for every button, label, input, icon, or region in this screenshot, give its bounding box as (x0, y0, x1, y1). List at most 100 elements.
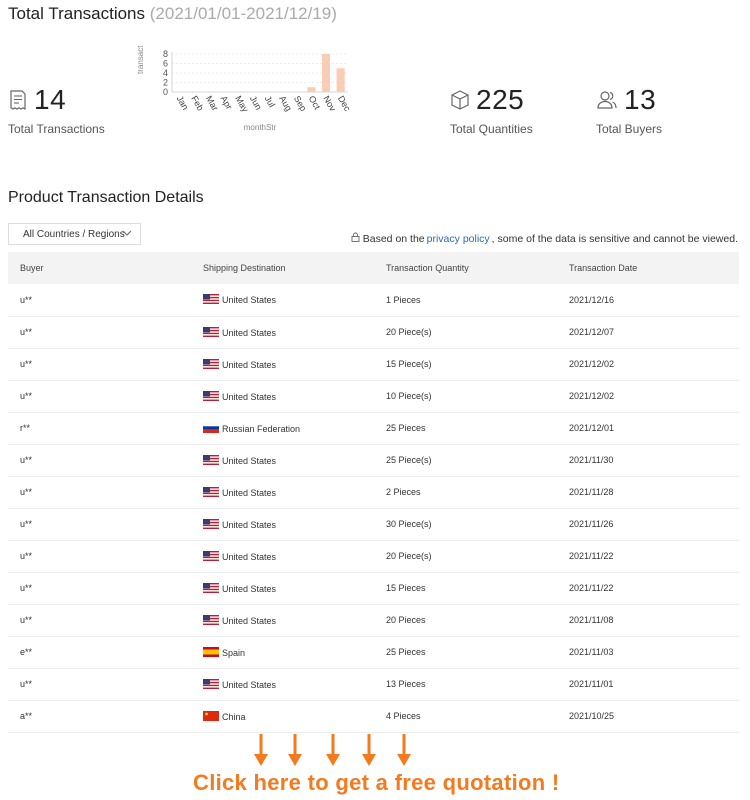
us-flag-icon (203, 582, 219, 593)
destination-text: United States (222, 391, 277, 402)
chart-y-axis-label: transact (136, 45, 145, 74)
date-cell: 2021/12/02 (569, 359, 615, 369)
date-cell: 2021/11/30 (569, 455, 614, 465)
date-cell: 2021/11/22 (569, 583, 614, 593)
box-icon (450, 89, 470, 111)
table-row: u** United States 2 Pieces 2021/11/28 (8, 476, 739, 508)
destination-text: United States (222, 551, 277, 562)
buyer-cell: u** (20, 391, 33, 401)
section-title: Product Transaction Details (8, 189, 204, 206)
chart-y-tick-label: 8 (163, 49, 168, 59)
chart-x-tick-label: May (233, 94, 250, 114)
buyer-cell: u** (20, 455, 33, 465)
destination-text: United States (222, 519, 277, 530)
buyer-cell: e** (20, 647, 33, 657)
chart-x-tick-label: Nov (321, 94, 338, 113)
table-row: e** Spain 25 Pieces 2021/11/03 (8, 636, 739, 668)
destination-text: United States (222, 359, 277, 370)
stat-label: Total Quantities (450, 122, 533, 136)
us-flag-icon (203, 294, 219, 305)
us-flag-icon (203, 614, 219, 625)
lock-icon (351, 232, 363, 245)
buyer-cell: a** (20, 711, 33, 721)
destination-text: United States (222, 455, 277, 466)
arrow-down-icon (254, 734, 268, 771)
quantity-cell: 25 Pieces (386, 647, 426, 657)
destination-cell: United States (191, 284, 374, 316)
quantity-cell: 1 Pieces (386, 294, 421, 305)
title-text: Total Transactions (8, 4, 146, 23)
destination-text: United States (222, 487, 277, 498)
stat-value: 13 (624, 84, 657, 115)
date-cell: 2021/11/22 (569, 551, 614, 561)
us-flag-icon (203, 550, 219, 561)
page-title: Total Transactions (2021/01/01-2021/12/1… (8, 4, 337, 24)
date-cell: 2021/10/25 (569, 711, 615, 721)
us-flag-icon (203, 518, 219, 529)
us-flag-icon (203, 326, 219, 337)
table-row: u** United States 20 Piece(s) 2021/11/22 (8, 540, 739, 572)
destination-cell: United States (191, 540, 374, 572)
buyer-cell: u** (20, 519, 33, 529)
table-row: u** United States 25 Piece(s) 2021/11/30 (8, 444, 739, 476)
quantity-cell: 20 Piece(s) (386, 327, 432, 337)
buyer-cell: r** (20, 423, 31, 433)
destination-text: United States (222, 583, 277, 594)
stat-total-buyers: 13 Total Buyers (596, 84, 662, 136)
destination-cell: United States (191, 348, 374, 380)
buyer-cell: u** (20, 487, 33, 497)
table-row: u** United States 15 Piece(s) 2021/12/02 (8, 348, 739, 380)
destination-text: Russian Federation (222, 423, 301, 434)
table-header-row: Buyer Shipping Destination Transaction Q… (8, 252, 739, 284)
users-icon (596, 89, 618, 111)
us-flag-icon (203, 358, 219, 369)
quantity-cell: 4 Pieces (386, 711, 421, 721)
chart-x-tick-label: Dec (336, 94, 352, 113)
arrow-down-icon (326, 734, 340, 771)
date-cell: 2021/11/08 (569, 615, 614, 625)
destination-cell: United States (191, 572, 374, 604)
buyer-cell: u** (20, 294, 33, 305)
notice-suffix: , some of the data is sensitive and cann… (491, 232, 738, 245)
buyer-cell: u** (20, 327, 33, 337)
stat-label: Total Buyers (596, 122, 663, 136)
quantity-cell: 30 Piece(s) (386, 519, 432, 529)
chart-y-tick-label: 6 (163, 59, 168, 69)
date-cell: 2021/11/03 (569, 647, 614, 657)
privacy-policy-link[interactable]: privacy policy (426, 232, 490, 245)
date-cell: 2021/11/26 (569, 519, 614, 529)
date-cell: 2021/11/01 (569, 679, 614, 689)
privacy-notice: Based on the privacy policy , some of th… (351, 232, 738, 245)
destination-cell: United States (191, 668, 374, 700)
notice-prefix: Based on the (362, 232, 425, 245)
chart-y-tick-label: 4 (163, 68, 168, 78)
date-range: (2021/01/01-2021/12/19) (149, 4, 337, 23)
chart-x-tick-label: Oct (307, 94, 323, 112)
table-row: u** United States 10 Piece(s) 2021/12/02 (8, 380, 739, 412)
chart-x-tick-label: Mar (204, 94, 220, 112)
buyer-cell: u** (20, 359, 33, 369)
column-header-buyer: Buyer (20, 263, 44, 273)
transactions-table: Buyer Shipping Destination Transaction Q… (8, 252, 739, 733)
arrow-down-icon (288, 734, 302, 771)
stat-value: 14 (34, 84, 67, 115)
table-row: a** China 4 Pieces 2021/10/25 (8, 700, 739, 732)
us-flag-icon (203, 390, 219, 401)
destination-cell: United States (191, 476, 374, 508)
column-header-date: Transaction Date (569, 263, 638, 273)
buyer-cell: u** (20, 615, 33, 625)
destination-cell: China (191, 700, 374, 732)
free-quotation-link[interactable]: Click here to get a free quotation ! (193, 770, 560, 795)
us-flag-icon (203, 454, 219, 465)
destination-cell: Spain (191, 636, 374, 668)
quantity-cell: 20 Pieces (386, 615, 426, 625)
stat-label: Total Transactions (8, 122, 105, 136)
table-row: u** United States 20 Piece(s) 2021/12/07 (8, 316, 739, 348)
destination-text: Spain (222, 647, 246, 658)
quantity-cell: 2 Pieces (386, 487, 421, 497)
date-cell: 2021/12/16 (569, 294, 615, 305)
table-row: r** Russian Federation 25 Pieces 2021/12/01 (8, 412, 739, 444)
country-region-select[interactable]: All Countries / Regions (8, 223, 141, 245)
quantity-cell: 13 Pieces (386, 679, 426, 689)
